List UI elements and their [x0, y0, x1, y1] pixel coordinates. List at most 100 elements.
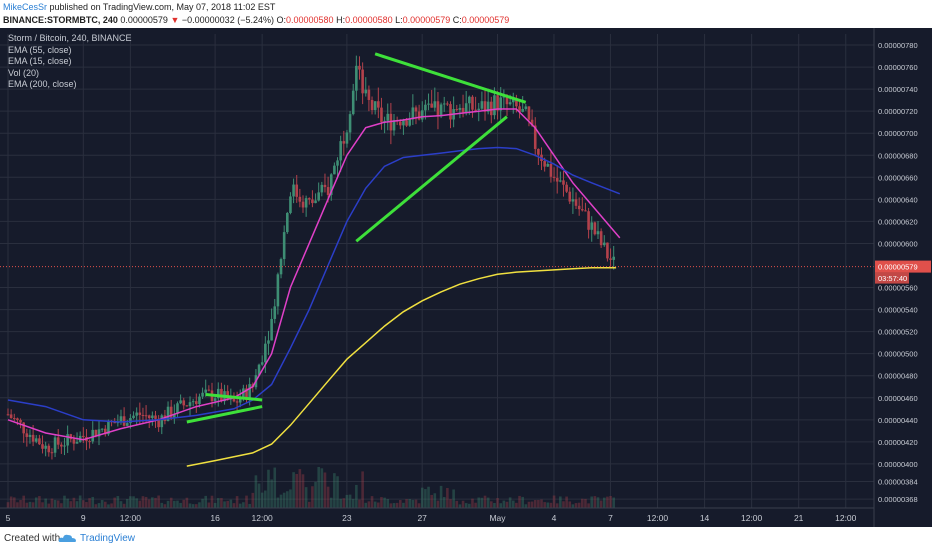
volume-bar	[279, 494, 283, 508]
candle-body	[446, 103, 449, 105]
candle-body	[179, 400, 182, 404]
volume-bar	[574, 503, 578, 508]
candle-body	[342, 141, 346, 144]
volume-bar	[515, 502, 518, 508]
trendline	[355, 115, 508, 243]
volume-bar	[345, 494, 349, 508]
volume-bar	[367, 501, 371, 508]
tradingview-brand[interactable]: TradingView	[80, 533, 136, 544]
x-tick-label: 5	[6, 513, 11, 523]
candle-body	[402, 120, 405, 126]
candle-body	[41, 444, 44, 449]
x-tick-label: 12:00	[647, 513, 669, 523]
volume-bar	[430, 494, 433, 508]
y-tick-label: 0.00000620	[878, 217, 918, 226]
candle-body	[129, 418, 132, 424]
candle-body	[424, 104, 427, 111]
legend-volume[interactable]: Vol (20)	[8, 67, 40, 78]
y-tick-label: 0.00000500	[878, 350, 918, 359]
volume-bar	[242, 502, 245, 508]
candle-body	[599, 231, 603, 246]
legend-ema200[interactable]: EMA (200, close)	[8, 79, 77, 89]
volume-bar	[82, 500, 85, 508]
volume-bar	[442, 497, 446, 508]
legend-ema55[interactable]: EMA (55, close)	[8, 44, 72, 55]
candle-body	[125, 423, 129, 426]
y-tick-label: 0.00000560	[878, 284, 918, 293]
volume-bar	[323, 472, 327, 508]
candle-body	[182, 400, 186, 406]
volume-bar	[383, 497, 386, 508]
volume-bar	[191, 504, 195, 508]
candle-body	[282, 232, 286, 260]
candle-body	[141, 414, 145, 416]
y-tick-label: 0.00000660	[878, 173, 918, 182]
volume-bar	[60, 503, 63, 508]
volume-bar	[402, 502, 405, 508]
chart-area[interactable]: 0.00000780 0.00000760 0.00000740 0.00000720…	[0, 28, 932, 527]
candle-body	[116, 422, 120, 424]
x-tick-label: 12:00	[741, 513, 763, 523]
volume-bar	[370, 496, 374, 508]
volume-bar	[436, 500, 440, 508]
close-value: 0.00000579	[461, 15, 510, 25]
candle-body	[339, 141, 342, 161]
price-badge	[875, 260, 931, 273]
volume-bar	[489, 501, 493, 508]
volume-bar	[377, 502, 380, 508]
volume-bar	[420, 487, 424, 508]
footer: Created with TradingView	[0, 527, 932, 550]
candle-body	[176, 403, 179, 414]
candle-body	[377, 101, 380, 108]
volume-bar	[220, 498, 223, 508]
volume-bar	[270, 479, 273, 508]
candle-body	[12, 417, 16, 419]
volume-bar	[612, 497, 615, 508]
y-tick-label: 0.00000520	[878, 328, 918, 337]
ema200-line	[186, 266, 617, 467]
candle-body	[420, 110, 424, 120]
high-label: H:	[336, 15, 346, 25]
volume-bar	[185, 497, 189, 508]
candle-body	[581, 209, 584, 211]
volume-bar	[581, 498, 584, 508]
candle-body	[593, 222, 597, 235]
volume-bar	[166, 500, 170, 508]
y-tick-label: 0.00000760	[878, 63, 918, 72]
candle-body	[417, 111, 421, 120]
legend-symbol[interactable]: Storm / Bitcoin, 240, BINANCE	[8, 33, 132, 43]
candle-body	[562, 180, 565, 185]
candle-body	[6, 414, 10, 416]
y-tick-label: 0.00000540	[878, 306, 918, 315]
volume-bar	[587, 503, 590, 508]
volume-bar	[188, 503, 192, 508]
price-chart[interactable]: 0.00000780 0.00000760 0.00000740 0.00000720…	[0, 28, 932, 527]
candle-body	[552, 176, 556, 178]
ema55-line	[7, 146, 621, 423]
legend-ema15[interactable]: EMA (15, close)	[8, 56, 72, 66]
candle-body	[565, 184, 568, 192]
volume-bar	[41, 502, 44, 508]
candle-body	[464, 103, 468, 113]
volume-bar	[405, 499, 408, 508]
candle-body	[439, 104, 443, 117]
candle-body	[518, 106, 521, 112]
volume-bar	[107, 504, 110, 508]
open-label: O:	[276, 15, 286, 25]
y-tick-label: 0.00000740	[878, 85, 918, 94]
volume-bar	[295, 474, 299, 508]
volume-bar	[455, 500, 459, 508]
candle-body	[449, 104, 452, 120]
volume-bar	[63, 495, 66, 508]
volume-bar	[157, 495, 160, 508]
volume-bar	[461, 500, 465, 508]
open-value: 0.00000580	[286, 15, 334, 25]
candle-body	[411, 107, 415, 120]
volume-bar	[28, 501, 32, 508]
author-link[interactable]: MikeCesSr	[3, 2, 48, 12]
volume-bar	[25, 502, 29, 508]
volume-bar	[75, 501, 79, 508]
volume-bar	[571, 504, 575, 508]
candle-body	[207, 389, 211, 391]
candle-body	[527, 106, 531, 120]
